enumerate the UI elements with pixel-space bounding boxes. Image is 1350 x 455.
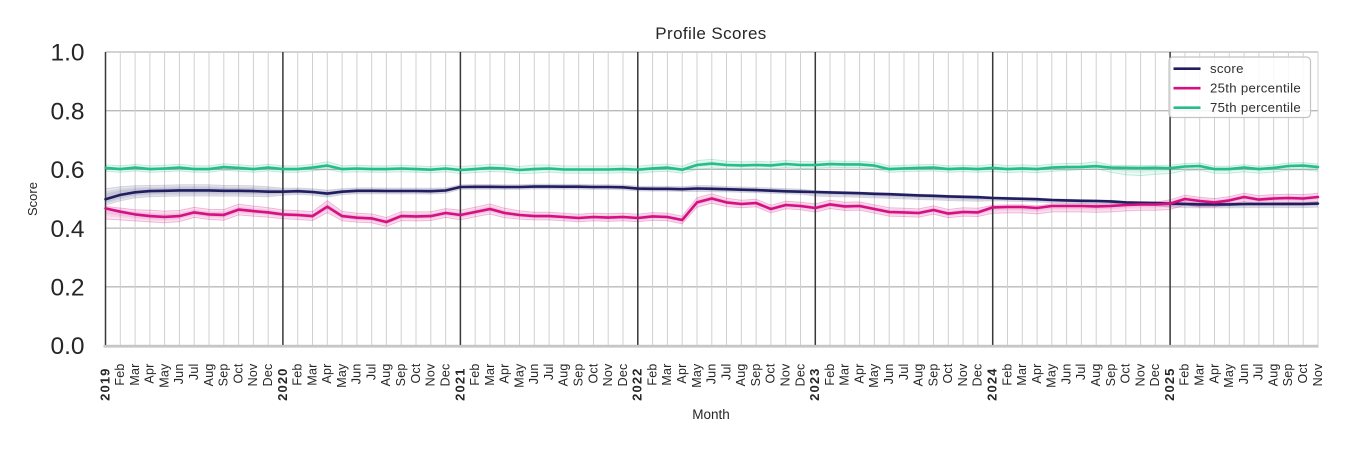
svg-text:Feb: Feb: [291, 364, 305, 386]
svg-text:Sep: Sep: [1104, 364, 1118, 387]
svg-text:Dec: Dec: [438, 364, 452, 387]
svg-text:Dec: Dec: [793, 364, 807, 387]
svg-text:Mar: Mar: [1193, 364, 1207, 386]
svg-text:May: May: [1045, 363, 1059, 388]
svg-text:25th percentile: 25th percentile: [1210, 80, 1301, 95]
svg-text:Oct: Oct: [1296, 363, 1310, 383]
svg-text:Mar: Mar: [305, 364, 319, 386]
svg-text:Mar: Mar: [838, 364, 852, 386]
svg-text:Oct: Oct: [941, 363, 955, 383]
svg-text:2023: 2023: [807, 368, 822, 401]
svg-text:May: May: [690, 363, 704, 388]
svg-text:Aug: Aug: [557, 364, 571, 387]
svg-text:Apr: Apr: [1207, 364, 1221, 384]
svg-text:Feb: Feb: [1178, 364, 1192, 386]
svg-text:Oct: Oct: [409, 363, 423, 383]
svg-text:Aug: Aug: [1266, 364, 1280, 387]
svg-text:Mar: Mar: [660, 364, 674, 386]
svg-text:Jul: Jul: [542, 364, 556, 381]
svg-text:2024: 2024: [985, 368, 1000, 401]
svg-text:Dec: Dec: [261, 364, 275, 387]
svg-text:Nov: Nov: [601, 363, 615, 386]
svg-text:Mar: Mar: [483, 364, 497, 386]
svg-text:Apr: Apr: [143, 364, 157, 384]
svg-text:Feb: Feb: [823, 364, 837, 386]
svg-text:Apr: Apr: [498, 364, 512, 384]
svg-text:Jul: Jul: [187, 364, 201, 381]
svg-text:Mar: Mar: [128, 364, 142, 386]
svg-text:May: May: [157, 363, 171, 388]
svg-text:0.0: 0.0: [50, 333, 84, 360]
svg-text:Sep: Sep: [217, 364, 231, 387]
svg-text:Jun: Jun: [705, 364, 719, 385]
svg-text:Dec: Dec: [1148, 364, 1162, 387]
svg-text:Aug: Aug: [734, 364, 748, 387]
svg-text:Oct: Oct: [586, 363, 600, 383]
svg-text:Apr: Apr: [1030, 364, 1044, 384]
svg-text:2025: 2025: [1162, 368, 1177, 401]
svg-text:Jul: Jul: [365, 364, 379, 381]
svg-text:Score: Score: [25, 182, 40, 216]
svg-text:Nov: Nov: [424, 363, 438, 386]
svg-text:1.0: 1.0: [50, 40, 84, 67]
svg-text:Oct: Oct: [1119, 363, 1133, 383]
svg-text:Jul: Jul: [1074, 364, 1088, 381]
svg-text:2019: 2019: [97, 368, 112, 401]
svg-text:Nov: Nov: [779, 363, 793, 386]
svg-text:75th percentile: 75th percentile: [1210, 100, 1301, 115]
svg-text:2020: 2020: [275, 368, 290, 401]
svg-text:Aug: Aug: [379, 364, 393, 387]
svg-text:Dec: Dec: [971, 364, 985, 387]
svg-text:Nov: Nov: [956, 363, 970, 386]
svg-text:Feb: Feb: [468, 364, 482, 386]
svg-text:score: score: [1210, 61, 1244, 76]
svg-text:May: May: [335, 363, 349, 388]
svg-text:Aug: Aug: [1089, 364, 1103, 387]
svg-text:Sep: Sep: [749, 364, 763, 387]
svg-text:Jun: Jun: [527, 364, 541, 385]
svg-text:Aug: Aug: [912, 364, 926, 387]
svg-text:Jun: Jun: [882, 364, 896, 385]
svg-text:Jun: Jun: [172, 364, 186, 385]
svg-text:Jul: Jul: [719, 364, 733, 381]
svg-text:Sep: Sep: [926, 364, 940, 387]
svg-text:Jun: Jun: [1059, 364, 1073, 385]
svg-text:0.8: 0.8: [50, 98, 84, 125]
svg-text:May: May: [512, 363, 526, 388]
svg-text:Aug: Aug: [202, 364, 216, 387]
svg-text:Feb: Feb: [645, 364, 659, 386]
svg-text:Jul: Jul: [897, 364, 911, 381]
svg-text:Nov: Nov: [1311, 363, 1325, 386]
svg-text:Apr: Apr: [320, 364, 334, 384]
svg-text:2021: 2021: [452, 368, 467, 401]
svg-text:Nov: Nov: [1133, 363, 1147, 386]
svg-text:Dec: Dec: [616, 364, 630, 387]
svg-text:Profile Scores: Profile Scores: [655, 24, 766, 43]
svg-text:Sep: Sep: [1281, 364, 1295, 387]
svg-text:Feb: Feb: [1000, 364, 1014, 386]
svg-text:Jul: Jul: [1252, 364, 1266, 381]
svg-text:Jun: Jun: [350, 364, 364, 385]
svg-text:Nov: Nov: [246, 363, 260, 386]
svg-text:0.2: 0.2: [50, 275, 84, 302]
svg-text:Month: Month: [692, 407, 730, 422]
svg-text:Feb: Feb: [113, 364, 127, 386]
svg-text:Jun: Jun: [1237, 364, 1251, 385]
svg-text:Sep: Sep: [394, 364, 408, 387]
svg-text:Mar: Mar: [1015, 364, 1029, 386]
svg-text:Apr: Apr: [675, 364, 689, 384]
svg-text:Apr: Apr: [852, 364, 866, 384]
svg-text:Oct: Oct: [764, 363, 778, 383]
svg-text:May: May: [1222, 363, 1236, 388]
svg-text:0.4: 0.4: [50, 216, 84, 243]
svg-text:Sep: Sep: [572, 364, 586, 387]
svg-text:0.6: 0.6: [50, 157, 84, 184]
svg-text:2022: 2022: [630, 368, 645, 401]
svg-text:May: May: [867, 363, 881, 388]
svg-text:Oct: Oct: [231, 363, 245, 383]
